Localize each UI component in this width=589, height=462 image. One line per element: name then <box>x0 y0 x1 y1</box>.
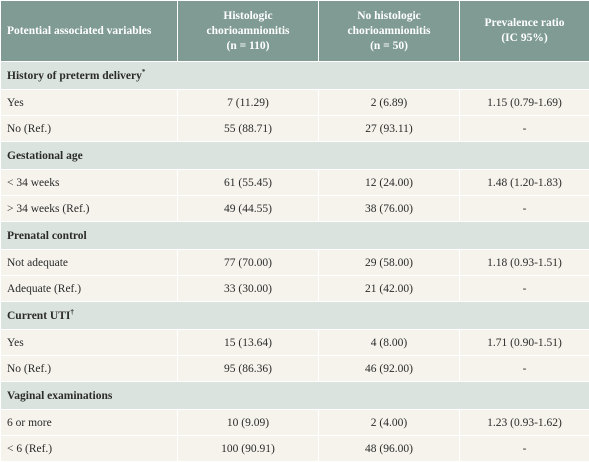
section-title: Gestational age <box>1 142 589 170</box>
cell-histologic: 77 (70.00) <box>178 250 319 276</box>
section-row: Prenatal control <box>1 222 589 250</box>
section-title-text: Prenatal control <box>7 230 87 242</box>
row-label: > 34 weeks (Ref.) <box>1 196 178 222</box>
cell-no-histologic: 27 (93.11) <box>319 116 460 142</box>
section-title: History of preterm delivery* <box>1 62 589 90</box>
section-row: Current UTI† <box>1 302 589 330</box>
header-no-histologic-line2: chorioamnionitis <box>319 24 459 39</box>
section-title-text: Vaginal examinations <box>7 390 112 402</box>
cell-histologic: 55 (88.71) <box>178 116 319 142</box>
cell-prevalence-ratio: 1.48 (1.20-1.83) <box>460 170 589 196</box>
cell-no-histologic: 29 (58.00) <box>319 250 460 276</box>
cell-prevalence-ratio: - <box>460 356 589 382</box>
cell-no-histologic: 2 (4.00) <box>319 410 460 436</box>
row-label: Yes <box>1 90 178 116</box>
cell-histologic: 100 (90.91) <box>178 436 319 462</box>
cell-prevalence-ratio: - <box>460 116 589 142</box>
cell-histologic: 49 (44.55) <box>178 196 319 222</box>
cell-no-histologic: 48 (96.00) <box>319 436 460 462</box>
table-row: > 34 weeks (Ref.)49 (44.55)38 (76.00)- <box>1 196 589 222</box>
cell-prevalence-ratio: - <box>460 196 589 222</box>
cell-no-histologic: 12 (24.00) <box>319 170 460 196</box>
header-histologic: Histologic chorioamnionitis (n = 110) <box>178 1 319 62</box>
cell-no-histologic: 46 (92.00) <box>319 356 460 382</box>
row-label: No (Ref.) <box>1 116 178 142</box>
section-title: Current UTI† <box>1 302 589 330</box>
cell-prevalence-ratio: - <box>460 276 589 302</box>
row-label: Not adequate <box>1 250 178 276</box>
cell-no-histologic: 2 (6.89) <box>319 90 460 116</box>
section-row: Gestational age <box>1 142 589 170</box>
header-prevalence-ratio: Prevalence ratio (IC 95%) <box>460 1 589 62</box>
header-no-histologic: No histologic chorioamnionitis (n = 50) <box>319 1 460 62</box>
row-label: < 34 weeks <box>1 170 178 196</box>
header-row: Potential associated variables Histologi… <box>1 1 589 62</box>
row-label: < 6 (Ref.) <box>1 436 178 462</box>
header-variables: Potential associated variables <box>1 1 178 62</box>
table-row: No (Ref.)55 (88.71)27 (93.11)- <box>1 116 589 142</box>
footnote-marker: † <box>70 308 74 316</box>
cell-no-histologic: 38 (76.00) <box>319 196 460 222</box>
cell-prevalence-ratio: 1.15 (0.79-1.69) <box>460 90 589 116</box>
cell-histologic: 15 (13.64) <box>178 330 319 356</box>
table-row: < 6 (Ref.)100 (90.91)48 (96.00)- <box>1 436 589 462</box>
cell-histologic: 33 (30.00) <box>178 276 319 302</box>
table-row: No (Ref.)95 (86.36)46 (92.00)- <box>1 356 589 382</box>
section-title-text: Gestational age <box>7 150 83 162</box>
footnote-marker: * <box>142 68 146 76</box>
section-row: History of preterm delivery* <box>1 62 589 90</box>
header-histologic-line1: Histologic <box>178 9 318 24</box>
cell-histologic: 7 (11.29) <box>178 90 319 116</box>
table-row: Adequate (Ref.)33 (30.00)21 (42.00)- <box>1 276 589 302</box>
header-no-histologic-line3: (n = 50) <box>319 39 459 54</box>
cell-no-histologic: 21 (42.00) <box>319 276 460 302</box>
section-title: Vaginal examinations <box>1 382 589 410</box>
cell-histologic: 61 (55.45) <box>178 170 319 196</box>
header-histologic-line3: (n = 110) <box>178 39 318 54</box>
cell-prevalence-ratio: 1.71 (0.90-1.51) <box>460 330 589 356</box>
section-title: Prenatal control <box>1 222 589 250</box>
cell-prevalence-ratio: 1.23 (0.93-1.62) <box>460 410 589 436</box>
header-no-histologic-line1: No histologic <box>319 9 459 24</box>
section-row: Vaginal examinations <box>1 382 589 410</box>
cell-prevalence-ratio: 1.18 (0.93-1.51) <box>460 250 589 276</box>
row-label: Yes <box>1 330 178 356</box>
header-histologic-line2: chorioamnionitis <box>178 24 318 39</box>
row-label: No (Ref.) <box>1 356 178 382</box>
header-prevalence-line2: (IC 95%) <box>460 31 589 46</box>
section-title-text: Current UTI <box>7 310 70 322</box>
header-prevalence-line1: Prevalence ratio <box>460 16 589 31</box>
cell-histologic: 10 (9.09) <box>178 410 319 436</box>
cell-histologic: 95 (86.36) <box>178 356 319 382</box>
cell-no-histologic: 4 (8.00) <box>319 330 460 356</box>
cell-prevalence-ratio: - <box>460 436 589 462</box>
row-label: Adequate (Ref.) <box>1 276 178 302</box>
section-title-text: History of preterm delivery <box>7 70 142 82</box>
row-label: 6 or more <box>1 410 178 436</box>
